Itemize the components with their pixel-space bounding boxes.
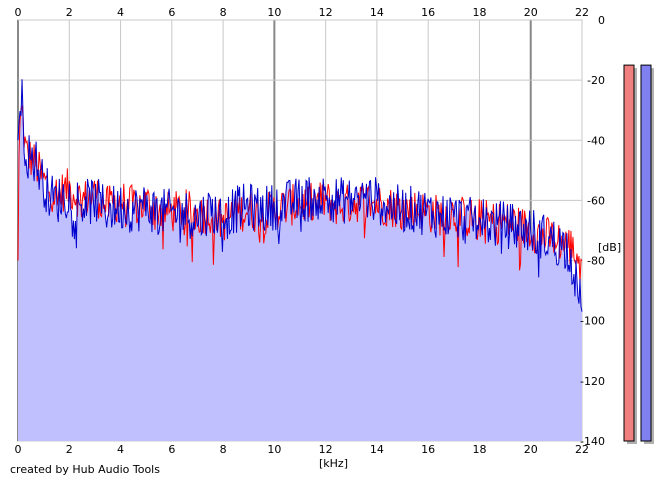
x-tick-label-top: 18 <box>472 6 486 19</box>
x-tick-label-top: 0 <box>15 6 22 19</box>
spectrum-fill-area <box>18 79 582 442</box>
x-tick-label-top: 4 <box>117 6 124 19</box>
y-tick-label: -80 <box>587 255 605 268</box>
x-tick-label-bottom: 6 <box>168 443 175 456</box>
x-tick-label-top: 12 <box>319 6 333 19</box>
x-tick-label-bottom: 18 <box>472 443 486 456</box>
x-tick-label-bottom: 0 <box>15 443 22 456</box>
x-tick-label-top: 2 <box>66 6 73 19</box>
x-tick-label-top: 14 <box>370 6 384 19</box>
x-tick-label-top: 10 <box>267 6 281 19</box>
y-tick-label: -40 <box>587 134 605 147</box>
x-tick-label-top: 6 <box>168 6 175 19</box>
spectrum-series-layer <box>17 79 583 312</box>
x-tick-label-bottom: 14 <box>370 443 384 456</box>
x-tick-label-bottom: 10 <box>267 443 281 456</box>
right-channel-line <box>17 79 583 312</box>
level-meter-left <box>623 64 635 442</box>
y-tick-label: -140 <box>580 435 605 448</box>
y-tick-label: 0 <box>598 14 605 27</box>
x-axis-label: [kHz] <box>319 457 348 470</box>
x-axis-bottom-ticks: 0 2 4 6 8 10 12 14 16 18 20 22 <box>15 443 590 456</box>
x-tick-label-bottom: 8 <box>220 443 227 456</box>
x-tick-label-bottom: 12 <box>319 443 333 456</box>
x-tick-label-bottom: 22 <box>575 443 589 456</box>
x-tick-label-bottom: 20 <box>524 443 538 456</box>
y-tick-label: -20 <box>587 74 605 87</box>
x-axis-top-ticks: 0 2 4 6 8 10 12 14 16 18 20 22 <box>15 6 590 19</box>
x-tick-label-top: 20 <box>524 6 538 19</box>
y-axis-label: [dB] <box>598 241 621 254</box>
level-meter-right <box>640 64 652 442</box>
y-tick-label: -100 <box>580 315 605 328</box>
y-tick-label: -120 <box>580 375 605 388</box>
x-tick-label-top: 22 <box>575 6 589 19</box>
x-tick-label-top: 8 <box>220 6 227 19</box>
y-axis-ticks: 0 -20 -40 -60 -80 -100 -120 -140 <box>580 14 605 448</box>
spectrum-fill-layer <box>18 79 582 442</box>
x-tick-label-bottom: 16 <box>421 443 435 456</box>
x-tick-label-top: 16 <box>421 6 435 19</box>
level-meters <box>623 64 654 444</box>
credit-text: created by Hub Audio Tools <box>10 463 160 476</box>
x-tick-label-bottom: 2 <box>66 443 73 456</box>
x-tick-label-bottom: 4 <box>117 443 124 456</box>
y-tick-label: -60 <box>587 194 605 207</box>
